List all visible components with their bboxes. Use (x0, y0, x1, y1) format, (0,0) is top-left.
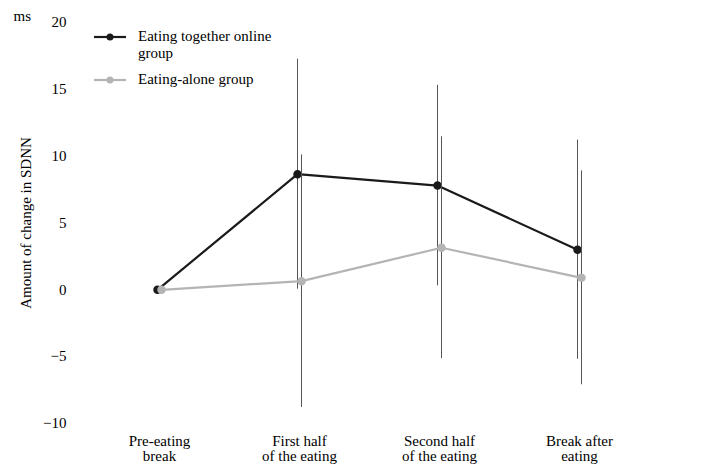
html-text:Eating together online group: Eating together online group (138, 28, 272, 62)
svg-text:−10: −10 (43, 415, 66, 431)
svg-text:0: 0 (59, 282, 67, 298)
svg-text:Amount of change in SDNN: Amount of change in SDNN (18, 137, 34, 309)
svg-text:ms: ms (14, 8, 32, 24)
html-text:Eating-alone group: Eating-alone group (138, 70, 254, 87)
svg-text:First halfof the eating: First halfof the eating (262, 433, 337, 464)
svg-text:Break aftereating: Break aftereating (546, 433, 613, 464)
svg-text:5: 5 (59, 215, 67, 231)
svg-text:10: 10 (52, 148, 67, 164)
svg-text:Second halfof the eating: Second halfof the eating (402, 433, 477, 464)
svg-text:−5: −5 (51, 348, 67, 364)
svg-text:15: 15 (52, 81, 67, 97)
svg-text:20: 20 (52, 14, 67, 30)
svg-text:Pre-eatingbreak: Pre-eatingbreak (129, 433, 191, 464)
